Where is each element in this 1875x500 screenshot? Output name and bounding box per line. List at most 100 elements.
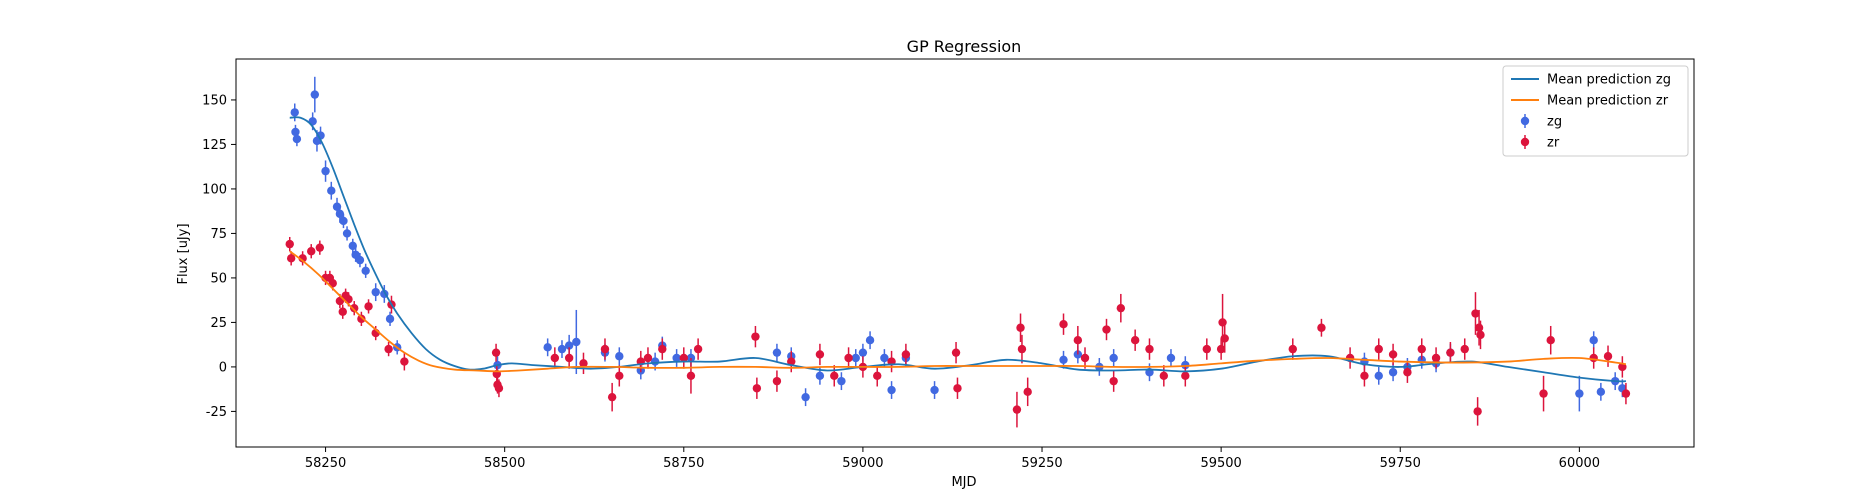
zr-data-point — [286, 254, 296, 263]
zg-data-point — [292, 134, 302, 144]
zg-data-point — [327, 186, 336, 195]
y-tick-label: 0 — [219, 360, 227, 375]
zg-data-point — [772, 348, 782, 357]
zr-data-point — [1016, 323, 1025, 332]
zr-data-point — [751, 332, 760, 341]
zg-data-point — [650, 357, 660, 366]
y-tick-label: 125 — [202, 138, 227, 153]
zr-data-point — [1473, 407, 1482, 416]
y-tick-label: 100 — [202, 182, 227, 197]
zg-data-point — [615, 352, 624, 361]
zg-data-point — [887, 385, 896, 395]
zr-data-point — [579, 359, 588, 368]
zg-data-point — [557, 344, 567, 354]
zg-data-point — [1059, 355, 1068, 364]
y-tick-label: -25 — [206, 405, 227, 420]
legend: Mean prediction zg Mean prediction zr zg zr — [1502, 65, 1689, 157]
zr-data-point — [1073, 336, 1083, 345]
zr-data-point — [307, 247, 316, 256]
y-axis-ticks: -25 0 25 50 75 100 125 150 — [202, 93, 236, 420]
zr-data-point — [494, 384, 504, 393]
zr-data-point — [1116, 303, 1126, 313]
zg-data-point — [865, 336, 875, 345]
zg-data-point — [880, 353, 889, 363]
zr-data-point — [1102, 325, 1111, 334]
plot-frame — [235, 58, 1695, 448]
zg-data-point — [342, 229, 352, 238]
legend-label: zr — [1547, 136, 1560, 151]
zg-data-point — [930, 385, 939, 395]
zr-data-point — [1288, 344, 1297, 354]
zr-data-point — [658, 344, 667, 354]
chart-title: GP Regression — [907, 37, 1022, 56]
zr-data-point — [1374, 344, 1383, 354]
zr-data-point — [564, 353, 574, 363]
zr-data-point — [951, 348, 961, 357]
zr-data-point — [1546, 336, 1555, 345]
zr-data-point — [844, 353, 853, 363]
zg-data-point — [543, 343, 552, 352]
zr-data-point — [873, 371, 882, 381]
zg-data-point — [1388, 368, 1398, 377]
zr-data-point — [1023, 387, 1032, 397]
zr-data-point — [1388, 350, 1398, 359]
x-axis-ticks: 58250 58500 58750 59000 59250 59500 59750 60000 — [305, 447, 1600, 471]
zr-data-point — [830, 371, 839, 381]
zg-data-point — [361, 266, 370, 275]
zg-data-point — [291, 127, 300, 137]
x-tick-label: 58750 — [663, 456, 704, 471]
zr-data-point — [1080, 353, 1090, 363]
zr-data-point — [1474, 323, 1484, 332]
zr-data-point — [1417, 344, 1426, 354]
zg-data-point — [321, 166, 330, 176]
zr-data-point — [1446, 348, 1455, 357]
zr-data-point — [338, 307, 347, 316]
zr-data-point — [400, 357, 409, 366]
x-tick-label: 59000 — [842, 456, 883, 471]
zg-data-point — [348, 241, 357, 251]
zr-data-point — [1460, 344, 1469, 354]
zg-data-point — [858, 348, 868, 357]
zr-data-point — [643, 353, 653, 363]
zr-data-point — [1159, 371, 1169, 381]
zr-data-point — [1145, 344, 1154, 354]
zr-data-point — [815, 350, 825, 359]
zr-data-point — [693, 344, 703, 354]
zr-data-point — [787, 357, 796, 366]
zg-data-point — [371, 287, 380, 297]
zr-data-point — [1621, 389, 1631, 398]
zr-data-point — [1017, 344, 1027, 354]
zr-data-point — [953, 384, 962, 393]
zg-data-point — [851, 353, 860, 363]
zg-data-point — [572, 337, 581, 347]
y-tick-label: 150 — [202, 93, 227, 108]
zr-data-point — [607, 392, 617, 402]
y-axis-label: Flux [uJy] — [176, 223, 191, 284]
y-tick-label: 50 — [210, 271, 227, 286]
x-tick-label: 58250 — [305, 456, 346, 471]
zg-data-point — [1374, 371, 1383, 381]
zg-data-point — [290, 108, 299, 117]
zr-data-point — [1360, 371, 1369, 381]
zg-data-point — [672, 353, 681, 363]
zr-data-point — [772, 376, 782, 386]
zg-data-point — [801, 392, 810, 402]
zr-data-point — [686, 371, 696, 381]
zr-data-point — [357, 314, 366, 324]
mean-prediction-line-zg — [289, 116, 1626, 383]
zr-data-point — [1012, 405, 1022, 414]
zg-data-point — [339, 216, 348, 226]
zg-data-point — [310, 90, 320, 99]
zg-data-point — [385, 314, 395, 324]
zg-data-point — [1109, 353, 1118, 363]
zr-data-point — [350, 303, 359, 313]
zg-data-point — [335, 209, 345, 219]
zr-data-point — [1431, 353, 1441, 363]
zg-data-point — [1596, 387, 1606, 397]
zr-data-point — [1181, 371, 1190, 381]
zr-data-point — [679, 353, 688, 363]
zr-data-point — [752, 384, 762, 393]
x-tick-label: 58500 — [484, 456, 525, 471]
legend-point-swatch — [1520, 137, 1530, 147]
legend-box — [1502, 65, 1689, 157]
